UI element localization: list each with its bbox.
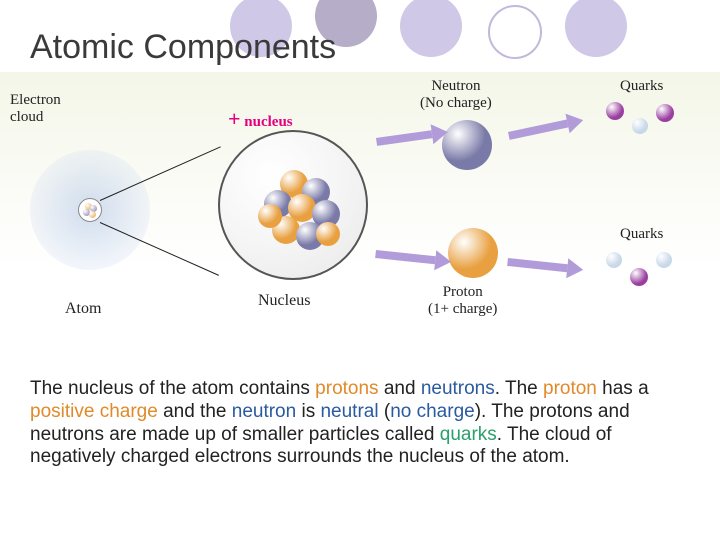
quarks-top-label: Quarks — [620, 78, 663, 95]
deco-circle — [565, 0, 627, 57]
nucleus-label: Nucleus — [258, 292, 310, 310]
text-segment: proton — [543, 378, 597, 399]
nucleon — [316, 222, 340, 246]
neutron-label: Neutron (No charge) — [420, 78, 492, 112]
text-segment: . The — [495, 378, 543, 399]
nucleon — [258, 204, 282, 228]
page-title: Atomic Components — [30, 28, 336, 67]
text-segment: positive charge — [30, 401, 158, 422]
nucleus-zoom — [218, 130, 368, 280]
text-segment: and the — [158, 401, 232, 422]
neutron-label-1: Neutron — [420, 78, 492, 95]
proton-label: Proton (1+ charge) — [428, 284, 497, 318]
plus-icon: + — [228, 106, 241, 131]
proton-particle — [448, 228, 498, 278]
proton-label-2: (1+ charge) — [428, 301, 497, 318]
quarks-bottom-label: Quarks — [620, 226, 663, 243]
quark-particle — [656, 252, 672, 268]
text-segment: no charge — [390, 401, 475, 422]
nucleus-tag-text: nucleus — [244, 114, 292, 130]
atom-label: Atom — [65, 300, 101, 318]
text-segment: is — [296, 401, 320, 422]
text-segment: quarks — [440, 424, 497, 445]
nucleus-tag: + nucleus — [228, 106, 293, 132]
text-segment: has a — [597, 378, 649, 399]
electron-cloud-label: Electron cloud — [10, 92, 61, 126]
text-segment: neutral — [320, 401, 378, 422]
body-text: The nucleus of the atom contains protons… — [30, 378, 690, 469]
quark-particle — [606, 252, 622, 268]
neutron-particle — [442, 120, 492, 170]
mini-nucleus — [78, 198, 102, 222]
deco-circle — [400, 0, 462, 57]
text-segment: and — [379, 378, 421, 399]
quark-particle — [630, 268, 648, 286]
text-segment: ( — [379, 401, 391, 422]
text-segment: The nucleus of the atom contains — [30, 378, 315, 399]
quark-particle — [656, 104, 674, 122]
text-segment: protons — [315, 378, 378, 399]
text-segment: neutrons — [421, 378, 495, 399]
neutron-label-2: (No charge) — [420, 95, 492, 112]
quark-particle — [606, 102, 624, 120]
proton-label-1: Proton — [428, 284, 497, 301]
quark-particle — [632, 118, 648, 134]
deco-circle — [488, 5, 542, 59]
text-segment: neutron — [232, 401, 296, 422]
